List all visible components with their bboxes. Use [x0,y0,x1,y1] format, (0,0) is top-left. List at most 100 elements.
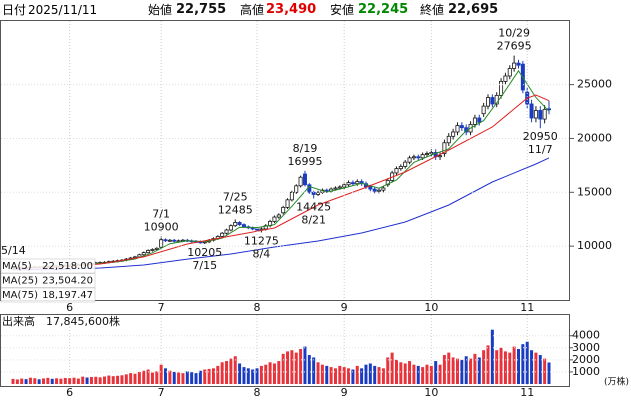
volume-bar [272,363,276,384]
volume-bar [177,372,181,384]
volume-bar [307,355,311,384]
candle-body [398,166,403,170]
volume-bar [425,364,429,384]
candle-body [337,186,342,189]
volume-bar [338,365,342,384]
x-tick-label: 6 [66,386,73,399]
volume-bar [264,364,268,384]
volume-bar [268,362,272,384]
volume-bar [455,358,459,384]
volume-bar [377,367,381,384]
volume-bar [294,352,298,384]
volume-bar [194,373,198,384]
annotation-value: 11275 [244,234,279,247]
volume-bar [155,371,159,384]
volume-bar [20,378,24,384]
volume-bar [403,363,407,384]
annotation-value: 10900 [144,220,179,233]
volume-bar [512,346,516,384]
volume-bar [72,377,76,384]
volume-bar [55,378,59,384]
field-value: 22,755 [176,2,227,17]
volume-bar [120,375,124,384]
volume-bar [438,364,442,384]
candle-body [377,189,382,192]
volume-bar [394,359,398,384]
volume-bar [473,353,477,384]
volume-bar [146,369,150,384]
candle-body [503,75,508,82]
candle-body [241,224,246,228]
volume-bar [42,378,46,384]
candle-body [416,156,421,159]
candle-body [276,214,281,218]
candle-body [141,252,146,256]
volume-bar [63,377,67,384]
field-value: 22,695 [448,2,499,17]
date-label: 日付 [2,3,27,17]
volume-bar [24,379,28,384]
candle-body [385,180,390,186]
volume-bar [190,372,194,384]
annotation-value: 12485 [218,203,253,216]
volume-bar [233,356,237,384]
price-plot [10,55,552,271]
volume-bar [142,370,146,384]
candle-body [499,80,504,96]
volume-bar [368,363,372,384]
volume-bar [364,364,368,384]
volume-bar [447,352,451,384]
candle-body [381,187,386,191]
candle-body [420,154,425,159]
price-panel [0,20,570,301]
legend-value: 18,197.47 [42,290,93,301]
volume-bar [211,368,215,384]
volume-bar [503,351,507,384]
candle-body [494,94,499,105]
volume-bar [168,370,172,384]
header: 日付 2025/11/11 始値 22,755 高値 23,490 安値 22,245 終値… [0,0,631,20]
volume-bar [203,369,207,384]
candle-body [333,187,338,190]
volume-y-tick-label: 2000 [572,353,600,366]
candle-body [220,232,225,237]
candle-body [316,191,321,195]
candle-body [255,228,260,231]
candle-body [516,62,521,66]
candle-body [154,247,159,250]
x-tick-label: 7 [158,386,165,399]
volume-bar [172,371,176,384]
x-tick-label: 8 [254,386,261,399]
volume-bar [28,377,32,384]
volume-bar [451,357,455,384]
annotation-value: 16995 [287,155,322,168]
candle-body [533,110,538,119]
candle-body [403,161,408,167]
volume-bar [159,364,163,384]
volume-y-tick-label: 1000 [572,365,600,378]
candle-body [481,105,486,115]
candle-body [455,125,460,133]
annotation-date: 10/29 [498,27,530,40]
volume-bar [342,367,346,384]
x-tick-label: 8 [254,301,261,314]
volume-bar [482,350,486,384]
volume-panel [0,314,570,387]
volume-bar [469,358,473,384]
candle-body [542,108,547,120]
candle-body [355,181,360,185]
candle-body [150,248,155,251]
candle-body [285,199,290,208]
volume-bar [381,368,385,384]
candle-body [281,206,286,214]
candle-body [438,155,443,158]
volume-bar [525,341,529,384]
candle-body [507,68,512,77]
candle-body [237,222,242,226]
legend-value: 22,518.00 [42,261,93,272]
volume-bar [333,368,337,384]
volume-bar [33,378,37,384]
field-value: 23,490 [266,2,317,17]
annotation-value: 20950 [523,130,558,143]
